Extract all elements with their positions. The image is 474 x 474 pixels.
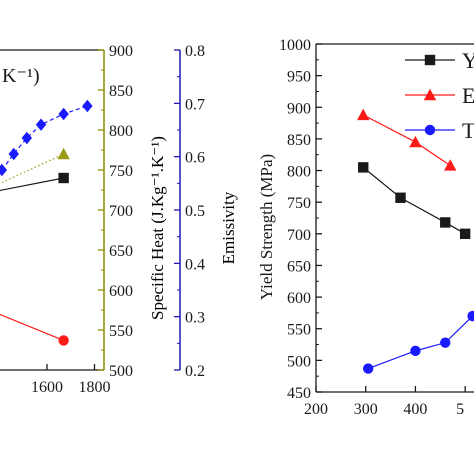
right-y-tick-label: 700	[287, 227, 311, 244]
right-y-tick-label: 500	[287, 353, 311, 370]
left-series-0-point	[0, 163, 8, 177]
left-series-1-point	[57, 147, 70, 160]
specific-heat-tick-label: 750	[109, 163, 133, 180]
left-series-0-point	[8, 147, 19, 161]
left-series-0-point	[21, 131, 33, 145]
legend-entry-0: Y	[462, 48, 474, 73]
emissivity-tick-label: 0.3	[185, 310, 205, 327]
right-series-0-point	[358, 162, 369, 173]
right-series-line-1	[362, 114, 451, 166]
right-series-0-point	[440, 217, 451, 228]
left-chart: K⁻¹) 500 550 600 650 700 750 800 850 900 0.2 0.3 0.…	[0, 43, 238, 396]
right-y-tick-label: 650	[287, 258, 311, 275]
right-y-tick-label: 800	[287, 164, 311, 181]
right-y-tick-label: 950	[287, 69, 311, 86]
right-y-tick-label: 1000	[279, 37, 311, 54]
specific-heat-tick-label: 650	[109, 243, 133, 260]
right-series-1-point	[357, 108, 370, 121]
specific-heat-tick-label: 850	[109, 83, 133, 100]
right-x-tick-label: 200	[304, 401, 328, 418]
left-series-0-point	[35, 118, 47, 131]
emissivity-tick-label: 0.8	[185, 43, 205, 60]
specific-heat-tick-label: 500	[109, 363, 133, 380]
right-series-1-point	[409, 135, 422, 148]
emissivity-axis-label: Emissivity	[219, 191, 238, 264]
right-y-tick-label: 550	[287, 322, 311, 339]
right-x-tick-label: 300	[354, 401, 378, 418]
specific-heat-tick-label: 600	[109, 283, 133, 300]
right-y-tick-label: 850	[287, 132, 311, 149]
legend-marker-1	[423, 88, 437, 101]
left-series-2-point	[58, 172, 69, 184]
emissivity-tick-label: 0.4	[185, 256, 205, 273]
emissivity-tick-label: 0.7	[185, 96, 205, 113]
specific-heat-tick-label: 700	[109, 203, 133, 220]
yield-strength-axis-label: Yield Strength (MPa)	[257, 154, 276, 300]
right-y-tick-label: 600	[287, 290, 311, 307]
right-chart: 450 500 550 600 650 700 750 800 850 900 950 1000 200…	[257, 37, 474, 418]
left-top-left-label: K⁻¹)	[2, 65, 40, 87]
legend-entry-1: E	[462, 83, 474, 108]
left-plot-area: 500 550 600 650 700 750 800 850 900 0.2 0.3 0.4 0.5 0…	[0, 43, 205, 396]
legend-marker-2	[424, 124, 436, 136]
right-plot-area: 450 500 550 600 650 700 750 800 850 900 950 1000 200…	[279, 37, 474, 418]
left-series-line-2	[0, 177, 64, 192]
right-series-2-point	[467, 310, 474, 322]
right-series-2-point	[440, 337, 451, 348]
right-y-tick-label: 900	[287, 100, 311, 117]
left-series-0-point	[82, 99, 93, 113]
specific-heat-tick-label: 800	[109, 123, 133, 140]
emissivity-tick-label: 0.6	[185, 150, 205, 167]
specific-heat-axis-label: Specific Heat (J.Kg⁻¹.K⁻¹)	[148, 136, 167, 320]
emissivity-tick-label: 0.2	[185, 363, 205, 380]
legend: YET	[405, 48, 474, 143]
left-series-0-point	[58, 107, 69, 121]
right-series-1-point	[444, 159, 457, 171]
right-series-2-point	[363, 363, 374, 374]
left-series-1-point	[0, 189, 1, 192]
left-series-3-point	[58, 335, 69, 346]
left-x-tick-label: 1800	[79, 379, 111, 396]
specific-heat-tick-label: 900	[109, 43, 133, 60]
right-x-tick-label: 5	[456, 401, 464, 418]
right-x-tick-label: 400	[403, 401, 427, 418]
left-x-tick-label: 1600	[31, 379, 63, 396]
right-y-tick-label: 750	[287, 195, 311, 212]
specific-heat-tick-label: 550	[109, 323, 133, 340]
right-series-line-0	[362, 166, 466, 235]
right-series-line-2	[367, 315, 474, 370]
left-series-line-3	[0, 313, 64, 341]
legend-entry-2: T	[462, 118, 474, 143]
legend-marker-0	[424, 54, 436, 66]
right-series-0-point	[395, 192, 406, 203]
left-series-line-0	[1, 105, 88, 171]
right-series-2-point	[410, 345, 421, 357]
right-y-tick-label: 450	[287, 385, 311, 402]
right-series-0-point	[459, 228, 471, 240]
left-series-line-1	[0, 153, 64, 185]
emissivity-tick-label: 0.5	[185, 203, 205, 220]
